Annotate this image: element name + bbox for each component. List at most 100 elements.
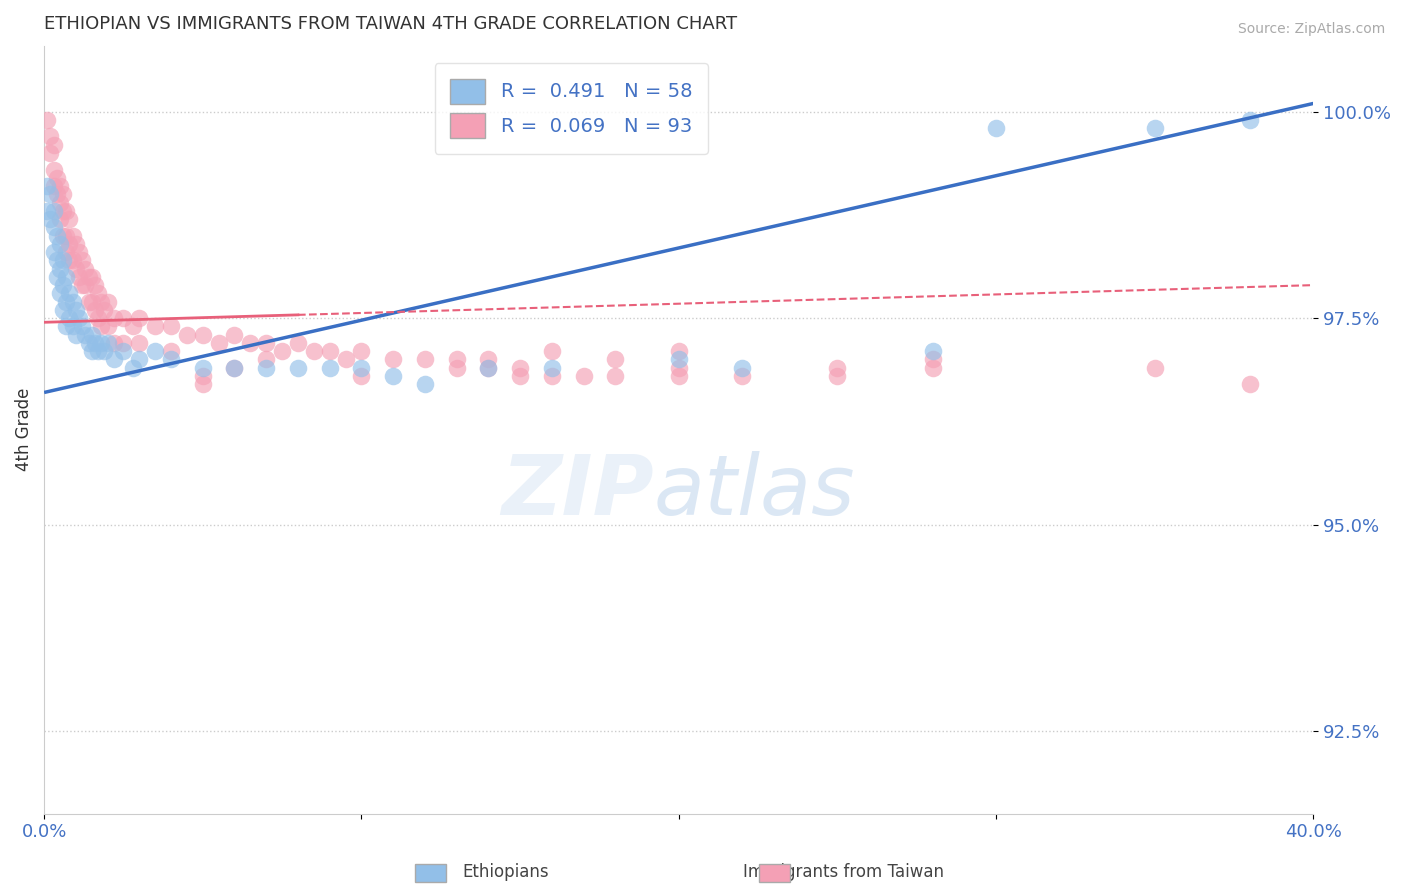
Point [103,352,125,367]
Point [143,344,166,359]
Point [176,327,198,342]
Point [160,352,183,367]
Point [87,286,110,301]
Point [42,203,65,218]
Point [49,286,72,301]
Point [191,377,214,392]
Point [335,352,357,367]
Point [80,269,103,284]
Point [49,236,72,251]
Point [52,278,75,293]
Point [1239,113,1261,128]
Point [58,253,80,268]
Point [122,319,145,334]
Point [477,360,499,375]
Point [605,368,627,383]
Point [42,220,65,235]
Point [477,360,499,375]
Point [921,352,943,367]
Point [37,179,59,194]
Point [42,162,65,177]
Point [70,278,93,293]
Point [49,261,72,276]
Point [42,245,65,260]
Point [49,212,72,227]
Point [58,212,80,227]
Point [271,344,294,359]
Point [55,269,77,284]
Point [350,360,373,375]
Point [58,311,80,326]
Point [45,228,67,243]
Point [477,352,499,367]
Point [207,335,229,350]
Point [39,146,62,161]
Point [731,368,754,383]
Point [80,344,103,359]
Point [45,253,67,268]
Text: Immigrants from Taiwan: Immigrants from Taiwan [744,863,943,881]
Point [509,360,531,375]
Point [318,360,340,375]
Point [42,179,65,194]
Point [731,360,754,375]
Point [65,236,87,251]
Point [572,368,595,383]
Point [254,335,277,350]
Point [52,203,75,218]
Point [254,360,277,375]
Point [90,294,112,309]
Point [80,327,103,342]
Point [83,335,105,350]
Point [318,344,340,359]
Point [668,344,690,359]
Point [160,319,183,334]
Point [45,170,67,185]
Point [668,360,690,375]
Point [382,368,405,383]
Point [70,319,93,334]
Point [382,352,405,367]
Point [112,311,135,326]
Point [65,327,87,342]
Point [52,253,75,268]
Point [224,327,246,342]
Point [921,360,943,375]
Point [55,294,77,309]
Point [668,352,690,367]
Point [49,195,72,210]
Point [39,129,62,144]
Point [77,335,100,350]
Point [42,137,65,152]
Point [224,360,246,375]
Point [827,360,849,375]
Point [509,368,531,383]
Point [97,335,120,350]
Point [540,368,562,383]
Point [413,377,436,392]
Point [45,187,67,202]
Point [921,344,943,359]
Point [97,319,120,334]
Point [87,311,110,326]
Point [128,311,150,326]
Point [65,302,87,317]
Point [350,368,373,383]
Point [90,319,112,334]
Point [605,352,627,367]
Point [287,335,309,350]
Point [62,319,84,334]
Point [39,187,62,202]
Point [191,360,214,375]
Text: ZIP: ZIP [501,450,654,532]
Point [62,253,84,268]
Point [77,269,100,284]
Text: atlas: atlas [654,450,855,532]
Point [55,203,77,218]
Point [55,228,77,243]
Point [191,327,214,342]
Point [668,368,690,383]
Point [52,187,75,202]
Point [58,236,80,251]
Point [191,368,214,383]
